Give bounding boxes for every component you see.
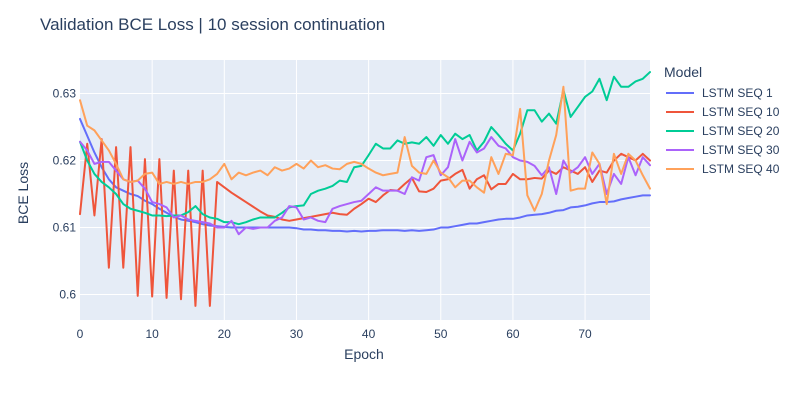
y-tick-label: 0.6 [59, 288, 76, 302]
y-tick-label: 0.62 [53, 154, 77, 168]
legend-label: LSTM SEQ 20 [702, 124, 780, 138]
x-tick-labels: 0 10 20 30 40 50 60 70 [77, 327, 592, 341]
legend-label: LSTM SEQ 1 [702, 86, 773, 100]
legend-item[interactable]: LSTM SEQ 1 [666, 86, 773, 100]
legend-label: LSTM SEQ 30 [702, 143, 780, 157]
series-lines [79, 71, 651, 307]
legend-item[interactable]: LSTM SEQ 20 [666, 124, 780, 138]
x-tick-label: 40 [362, 327, 376, 341]
series-line-lstm-seq-40 [79, 85, 651, 212]
x-tick-label: 20 [218, 327, 232, 341]
y-axis-title: BCE Loss [15, 162, 31, 224]
x-tick-label: 60 [506, 327, 520, 341]
legend-item[interactable]: LSTM SEQ 10 [666, 105, 780, 119]
x-axis-title: Epoch [344, 346, 384, 362]
chart-title: Validation BCE Loss | 10 session continu… [40, 15, 385, 34]
x-tick-label: 70 [578, 327, 592, 341]
series-line-lstm-seq-10 [79, 138, 651, 307]
legend-label: LSTM SEQ 10 [702, 105, 780, 119]
legend-item[interactable]: LSTM SEQ 40 [666, 162, 780, 176]
x-tick-label: 30 [290, 327, 304, 341]
legend-label: LSTM SEQ 40 [702, 162, 780, 176]
x-tick-label: 0 [77, 327, 84, 341]
x-tick-label: 50 [434, 327, 448, 341]
legend-items: LSTM SEQ 1 LSTM SEQ 10 LSTM SEQ 20 LSTM SEQ… [666, 86, 780, 176]
y-tick-label: 0.61 [53, 221, 77, 235]
legend-title: Model [664, 64, 702, 80]
x-tick-label: 10 [145, 327, 159, 341]
legend-item[interactable]: LSTM SEQ 30 [666, 143, 780, 157]
series-line-lstm-seq-20 [79, 71, 651, 226]
y-tick-label: 0.63 [53, 87, 77, 101]
series-line-lstm-seq-30 [79, 136, 651, 236]
y-tick-labels: 0.6 0.61 0.62 0.63 [53, 87, 77, 302]
